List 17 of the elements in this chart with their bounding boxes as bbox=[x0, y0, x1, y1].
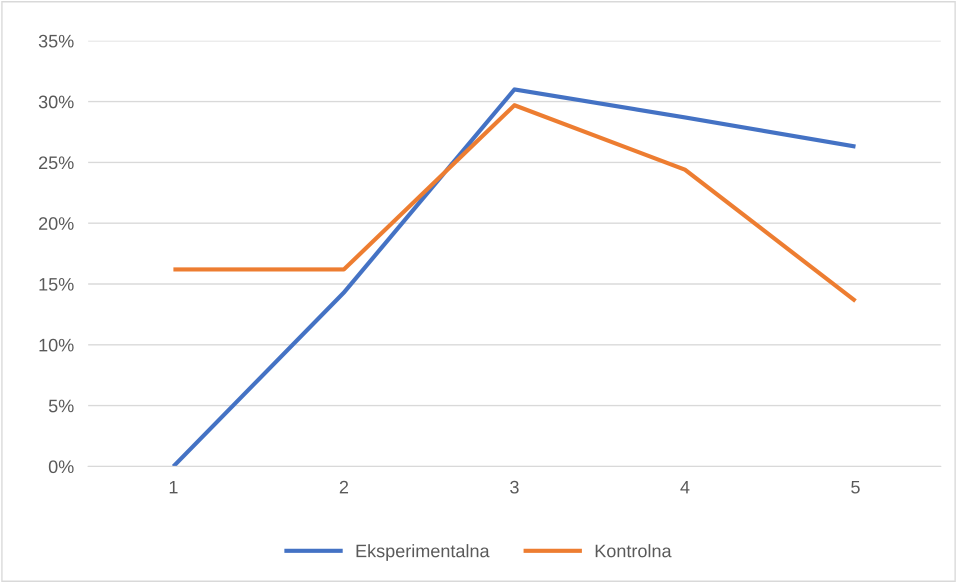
x-tick-label: 5 bbox=[851, 480, 860, 494]
y-tick-label: 5% bbox=[48, 400, 74, 412]
legend-label: Eksperimentalna bbox=[356, 544, 490, 561]
y-tick-label: 10% bbox=[39, 338, 74, 352]
y-tick-label: 15% bbox=[39, 278, 74, 291]
y-tick-label: 35% bbox=[38, 34, 74, 48]
legend-label: Kontrolna bbox=[596, 544, 672, 558]
x-tick-label: 2 bbox=[340, 480, 348, 494]
x-tick-label: 3 bbox=[510, 480, 519, 494]
y-tick-label: 25% bbox=[39, 156, 74, 170]
x-tick-label: 1 bbox=[170, 480, 178, 494]
x-tick-label: 4 bbox=[680, 480, 690, 494]
y-tick-label: 0% bbox=[48, 460, 74, 474]
line-series bbox=[171, 103, 858, 304]
y-tick-label: 20% bbox=[39, 217, 74, 230]
line-series bbox=[171, 87, 858, 466]
y-tick-label: 30% bbox=[38, 96, 74, 108]
